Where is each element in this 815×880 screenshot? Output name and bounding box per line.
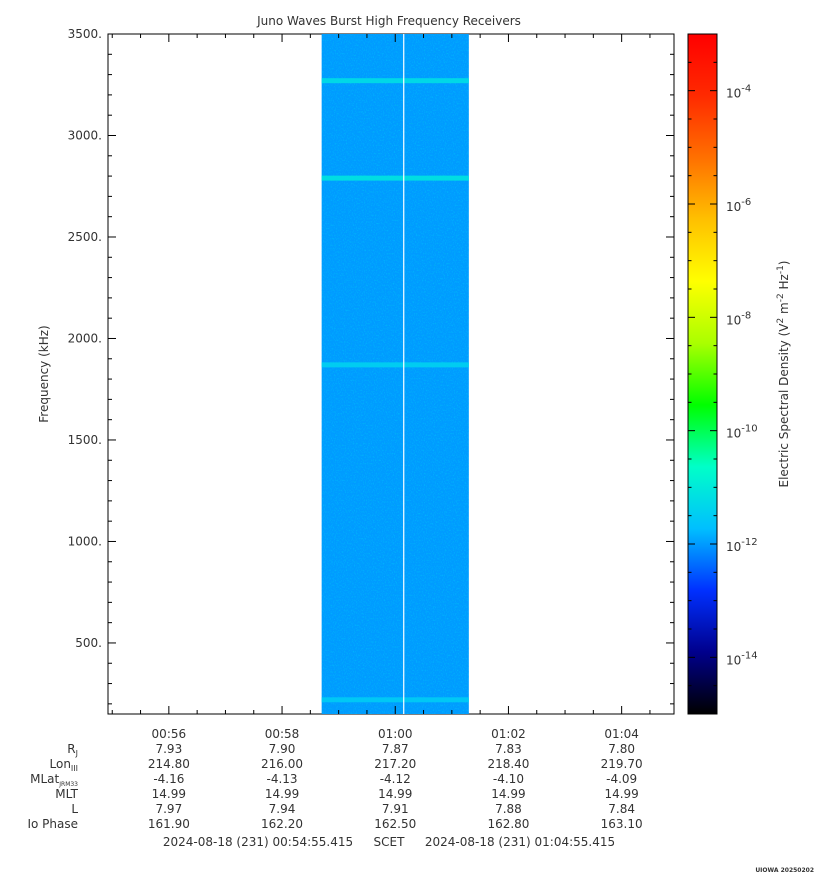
ephemeris-row-label: L [71,802,78,816]
ephemeris-value: 7.83 [495,742,522,756]
ephemeris-value: -4.16 [153,772,184,786]
ephemeris-value: 162.50 [374,817,416,831]
ephemeris-value: 7.87 [382,742,409,756]
colorbar-tick-label: 10-14 [726,650,758,667]
heatmap-texture [321,34,469,714]
x-tick-label: 00:56 [152,727,187,741]
emission-band [321,697,469,703]
emission-band [321,175,469,181]
plot-area: 500. 1000. 1500. 2000. 2500. 3000. 3500. 00:56… [68,27,675,741]
colorbar-tick-label: 10-6 [726,197,751,214]
ephemeris-row-label: MLT [55,787,78,801]
ephemeris-row-label: Io Phase [27,817,78,831]
ephemeris-value: 161.90 [148,817,190,831]
ephemeris-value: 14.99 [265,787,299,801]
time-range-end: 2024-08-18 (231) 01:04:55.415 [425,835,615,849]
ephemeris-value: 163.10 [601,817,643,831]
x-tick-label: 00:58 [265,727,300,741]
x-axis: 00:56 00:58 01:00 01:02 01:04 [111,34,651,741]
ephemeris-value: -4.10 [493,772,524,786]
ephemeris-value: 214.80 [148,757,190,771]
emission-band [321,362,469,368]
ephemeris-value: 7.88 [495,802,522,816]
chart-title: Juno Waves Burst High Frequency Receiver… [256,14,521,28]
ephemeris-value: -4.09 [606,772,637,786]
ephemeris-value: 7.94 [269,802,296,816]
x-tick-label: 01:00 [378,727,413,741]
colorbar-tick-label: 10-4 [726,84,751,101]
y-tick-label: 500. [75,636,102,650]
y-tick-label: 3000. [68,128,102,142]
ephemeris-value: 162.20 [261,817,303,831]
ephemeris-value: 14.99 [491,787,525,801]
x-tick-label: 01:04 [604,727,639,741]
ephemeris-value: 218.40 [487,757,529,771]
time-range-start: 2024-08-18 (231) 00:54:55.415 [163,835,353,849]
ephemeris-value: 216.00 [261,757,303,771]
time-range: 2024-08-18 (231) 00:54:55.415 SCET 2024-… [163,835,615,849]
ephemeris-value: 219.70 [601,757,643,771]
colorbar: 10-4 10-6 10-8 10-10 10-12 10-14 Electric Spe… [687,33,791,715]
colorbar-label: Electric Spectral Density (V2 m-2 Hz-1) [776,260,791,487]
colorbar-tick-label: 10-8 [726,310,751,327]
ephemeris-value: -4.12 [380,772,411,786]
ephemeris-value: 7.90 [269,742,296,756]
ephemeris-value: 14.99 [152,787,186,801]
ephemeris-row-label: RJ [67,742,78,758]
y-tick-label: 2000. [68,331,102,345]
ephemeris-value: 7.93 [155,742,182,756]
colorbar-gradient [687,33,718,715]
colorbar-tick-label: 10-12 [726,537,758,554]
ephemeris-value: 7.91 [382,802,409,816]
y-axis: 500. 1000. 1500. 2000. 2500. 3000. 3500. [68,27,674,705]
x-tick-label: 01:02 [491,727,526,741]
y-tick-label: 2500. [68,230,102,244]
emission-band [321,78,469,84]
y-tick-label: 1000. [68,534,102,548]
ephemeris-value: 7.84 [608,802,635,816]
ephemeris-value: 14.99 [378,787,412,801]
ephemeris-value: 7.97 [155,802,182,816]
ephemeris-value: 7.80 [608,742,635,756]
ephemeris-value: 14.99 [604,787,638,801]
y-tick-label: 1500. [68,433,102,447]
y-axis-label: Frequency (kHz) [37,325,51,422]
ephemeris-value: 162.80 [487,817,529,831]
footer-stamp: UIOWA 20250202 [755,867,814,874]
heatmap-data [321,34,469,714]
ephemeris-value: 217.20 [374,757,416,771]
ephemeris-row-label: LonIII [50,757,79,773]
y-tick-label: 3500. [68,27,102,41]
ephemeris-table: RJ 7.93 7.90 7.87 7.83 7.80 LonIII 214.80 216.00… [27,742,642,831]
colorbar-tick-label: 10-10 [726,424,758,441]
ephemeris-row-label: MLatJRM33 [30,772,78,788]
time-range-scet: SCET [374,835,406,849]
ephemeris-value: -4.13 [267,772,298,786]
colorbar-ticks: 10-4 10-6 10-8 10-10 10-12 10-14 [688,61,758,687]
